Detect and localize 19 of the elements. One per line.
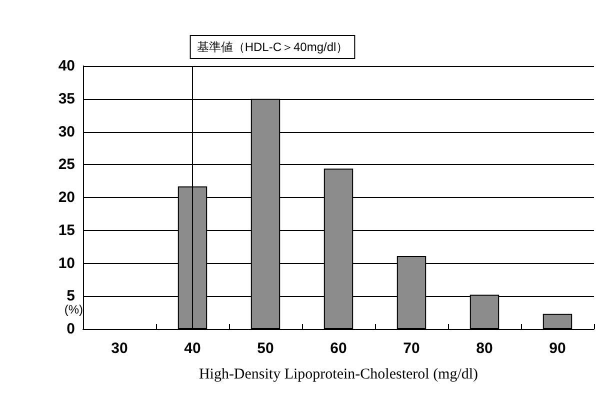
y-tick-label: 25 [58, 156, 75, 174]
ref-line-label: 基準値（HDL-C＞40mg/dl） [196, 40, 348, 54]
x-tick-label: 40 [184, 340, 201, 357]
y-tick-label: 20 [58, 189, 75, 206]
x-tick-label: 90 [549, 340, 566, 357]
x-axis-title: High-Density Lipoprotein-Cholesterol (mg/dl) [198, 366, 478, 382]
y-tick-label: 0 [66, 320, 75, 338]
y-tick-label: 35 [58, 90, 75, 108]
x-tick-label: 60 [330, 340, 347, 357]
x-tick-label: 80 [476, 340, 493, 357]
x-tick-label: 50 [257, 340, 274, 357]
y-tick-label: 5 [66, 288, 75, 305]
x-tick-label: 30 [111, 340, 128, 357]
x-tick-label: 70 [403, 340, 420, 357]
y-tick-label: 30 [58, 123, 75, 140]
y-tick-label: 10 [58, 254, 75, 272]
y-tick-label: 40 [58, 58, 75, 74]
y-tick-label: 15 [58, 222, 75, 239]
y-axis-title: (%) [64, 302, 83, 317]
